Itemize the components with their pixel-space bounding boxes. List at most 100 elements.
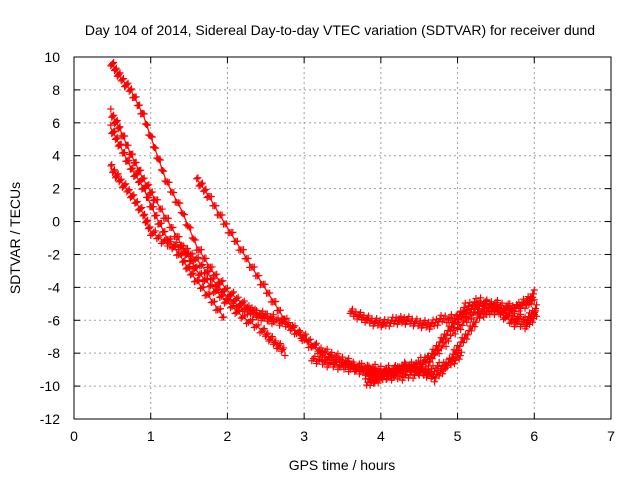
x-tick-label: 2 — [224, 428, 232, 444]
data-point — [142, 218, 150, 226]
data-point — [456, 352, 464, 360]
data-point — [197, 180, 205, 188]
data-point — [156, 232, 164, 240]
data-point — [110, 111, 118, 119]
data-point — [190, 278, 198, 286]
axis-ticks — [73, 56, 612, 420]
data-point — [275, 341, 283, 349]
data-point — [121, 132, 129, 140]
data-point — [125, 156, 133, 164]
data-point — [107, 121, 115, 129]
data-point — [448, 355, 456, 363]
data-point — [451, 360, 459, 368]
data-point — [119, 75, 127, 83]
data-point — [113, 117, 121, 125]
data-point — [124, 79, 132, 87]
data-point — [405, 362, 413, 370]
data-point — [435, 342, 443, 350]
data-point — [475, 314, 483, 322]
y-tick-label: -4 — [48, 279, 61, 295]
data-point — [322, 356, 330, 364]
data-point — [343, 361, 351, 369]
data-point — [179, 249, 187, 257]
data-point — [312, 341, 320, 349]
data-point — [162, 235, 170, 243]
data-point — [182, 246, 190, 254]
data-point — [201, 292, 209, 300]
data-point — [244, 254, 252, 262]
data-point — [427, 323, 435, 331]
data-point — [144, 216, 152, 224]
data-point — [253, 307, 261, 315]
y-tick-label: -6 — [48, 312, 61, 328]
data-point — [196, 270, 204, 278]
data-point — [228, 299, 236, 307]
data-point — [126, 86, 134, 94]
data-point — [202, 269, 210, 277]
data-point — [109, 112, 117, 120]
data-point — [179, 210, 187, 218]
data-point — [181, 257, 189, 265]
data-point — [451, 319, 459, 327]
data-point — [317, 344, 325, 352]
data-point — [230, 298, 238, 306]
data-point — [233, 237, 241, 245]
data-point — [147, 132, 155, 140]
data-point — [129, 164, 137, 172]
data-point — [219, 277, 227, 285]
data-point — [130, 191, 138, 199]
data-point — [177, 241, 185, 249]
data-point — [504, 300, 512, 308]
data-point — [234, 303, 242, 311]
data-point — [202, 254, 210, 262]
series-line — [196, 178, 535, 371]
data-point — [116, 69, 124, 77]
data-point — [480, 313, 488, 321]
data-point — [220, 287, 228, 295]
data-point — [148, 230, 156, 238]
data-point — [143, 217, 151, 225]
data-point — [189, 269, 197, 277]
data-point — [206, 290, 214, 298]
data-point — [487, 300, 495, 308]
data-point — [409, 374, 417, 382]
series-track-2 — [107, 105, 289, 359]
data-point — [332, 358, 340, 366]
data-point — [159, 167, 167, 175]
data-point — [455, 347, 463, 355]
data-point — [516, 310, 524, 318]
data-point — [169, 223, 177, 231]
data-point — [147, 231, 155, 239]
data-point — [477, 294, 485, 302]
data-point — [151, 227, 159, 235]
data-point — [271, 339, 279, 347]
data-point — [467, 304, 475, 312]
y-tick-label: -8 — [48, 345, 61, 361]
series-line — [110, 127, 225, 318]
data-point — [269, 311, 277, 319]
y-tick-label: 10 — [44, 49, 60, 65]
data-point — [441, 312, 449, 320]
data-point — [185, 223, 193, 231]
y-tick-label: -10 — [40, 378, 60, 394]
data-point — [263, 331, 271, 339]
data-point — [214, 281, 222, 289]
data-point — [144, 225, 152, 233]
data-point — [392, 314, 400, 322]
data-point — [458, 312, 466, 320]
data-point — [145, 181, 153, 189]
data-point — [199, 261, 207, 269]
data-point — [211, 271, 219, 279]
data-point — [223, 284, 231, 292]
data-point — [276, 340, 284, 348]
data-point — [207, 276, 215, 284]
data-point — [109, 60, 117, 68]
data-point — [266, 289, 274, 297]
x-tick-label: 0 — [70, 428, 78, 444]
data-point — [185, 252, 193, 260]
data-point — [530, 312, 538, 320]
x-tick-label: 6 — [530, 428, 538, 444]
data-point — [129, 192, 137, 200]
data-point — [434, 347, 442, 355]
